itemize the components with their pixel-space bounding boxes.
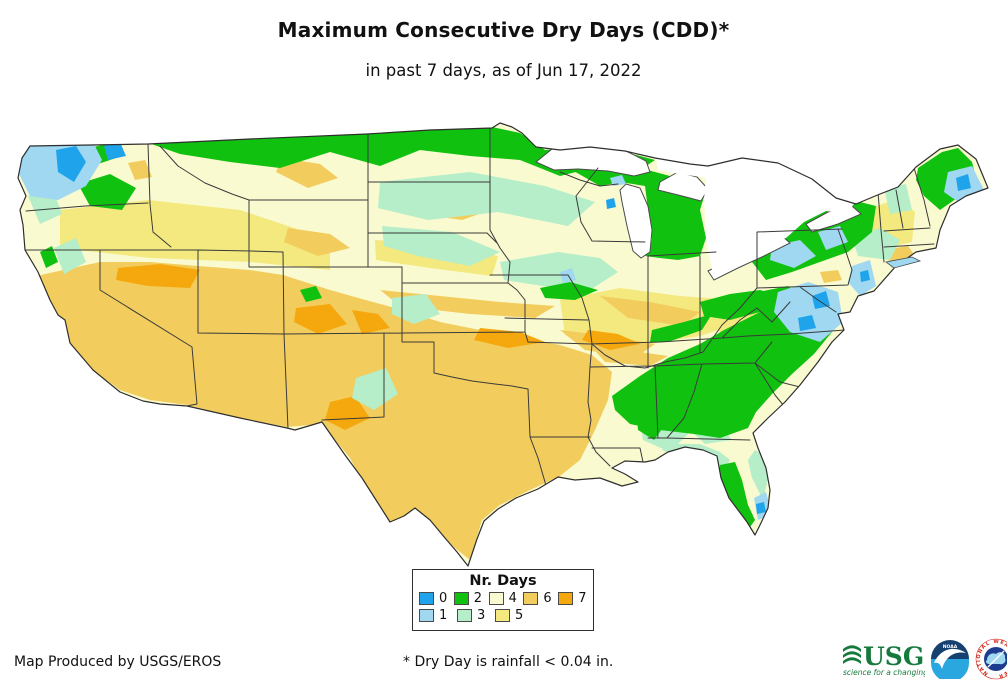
- legend-swatch-6: [523, 592, 539, 605]
- legend-swatch-5: [495, 609, 510, 622]
- legend-swatch-1: [419, 609, 434, 622]
- usgs-wave-icon: [843, 645, 861, 664]
- state-borders: [24, 127, 935, 505]
- long-island: [885, 256, 922, 269]
- legend-label: 6: [543, 591, 552, 606]
- legend-swatch-3: [457, 609, 472, 622]
- legend-label: 7: [578, 591, 587, 606]
- legend-label: 4: [508, 591, 517, 606]
- legend-label: 2: [473, 591, 483, 606]
- map-fill-layers: [18, 123, 988, 566]
- usgs-logo: USGS science for a changing world: [843, 642, 925, 677]
- legend-label: 0: [439, 591, 448, 606]
- lake-ontario: [805, 205, 862, 233]
- legend-item: 2: [453, 591, 489, 606]
- legend-label: 3: [477, 608, 486, 623]
- page-subtitle: in past 7 days, as of Jun 17, 2022: [365, 61, 642, 80]
- legend-swatch-0: [419, 592, 434, 605]
- legend-item: 4: [488, 591, 524, 606]
- legend-swatch-4: [488, 592, 504, 605]
- legend-item: 5: [495, 608, 533, 623]
- legend-row-1: 0 2 4 6 7: [413, 591, 593, 606]
- legend-item: 3: [457, 608, 495, 623]
- lake-michigan: [619, 183, 653, 259]
- legend-item: 7: [558, 591, 593, 606]
- blue-regions: [56, 142, 971, 514]
- dry-day-note: * Dry Day is rainfall < 0.04 in.: [403, 654, 614, 670]
- usgs-wordmark: USGS: [863, 642, 925, 671]
- orange-regions: [116, 264, 640, 430]
- legend-label: 5: [515, 608, 524, 623]
- legend: Nr. Days 0 2 4 6 7 1 3 5: [412, 569, 594, 631]
- agency-logos: USGS science for a changing world NOAA N…: [841, 638, 1007, 680]
- noaa-logo: NOAA: [931, 640, 969, 679]
- map-credit: Map Produced by USGS/EROS: [14, 654, 222, 670]
- usgs-tagline: science for a changing world: [843, 668, 925, 677]
- legend-item: 6: [523, 591, 558, 606]
- legend-swatch-7: [558, 592, 574, 605]
- legend-item: 0: [419, 591, 454, 606]
- noaa-text: NOAA: [943, 644, 958, 650]
- legend-label: 1: [439, 608, 448, 623]
- nws-bolt-icon: [987, 650, 1005, 668]
- legend-title: Nr. Days: [469, 573, 537, 589]
- nws-logo: NATIONAL WEATHER SERVICE: [975, 638, 1007, 680]
- page-title: Maximum Consecutive Dry Days (CDD)*: [277, 18, 730, 42]
- legend-item: 1: [419, 608, 457, 623]
- legend-row-2: 1 3 5: [413, 608, 593, 623]
- gold-regions: [36, 262, 612, 560]
- legend-swatch-2: [453, 592, 469, 605]
- noaa-gull-icon: [934, 648, 966, 669]
- us-outline: [17, 122, 989, 567]
